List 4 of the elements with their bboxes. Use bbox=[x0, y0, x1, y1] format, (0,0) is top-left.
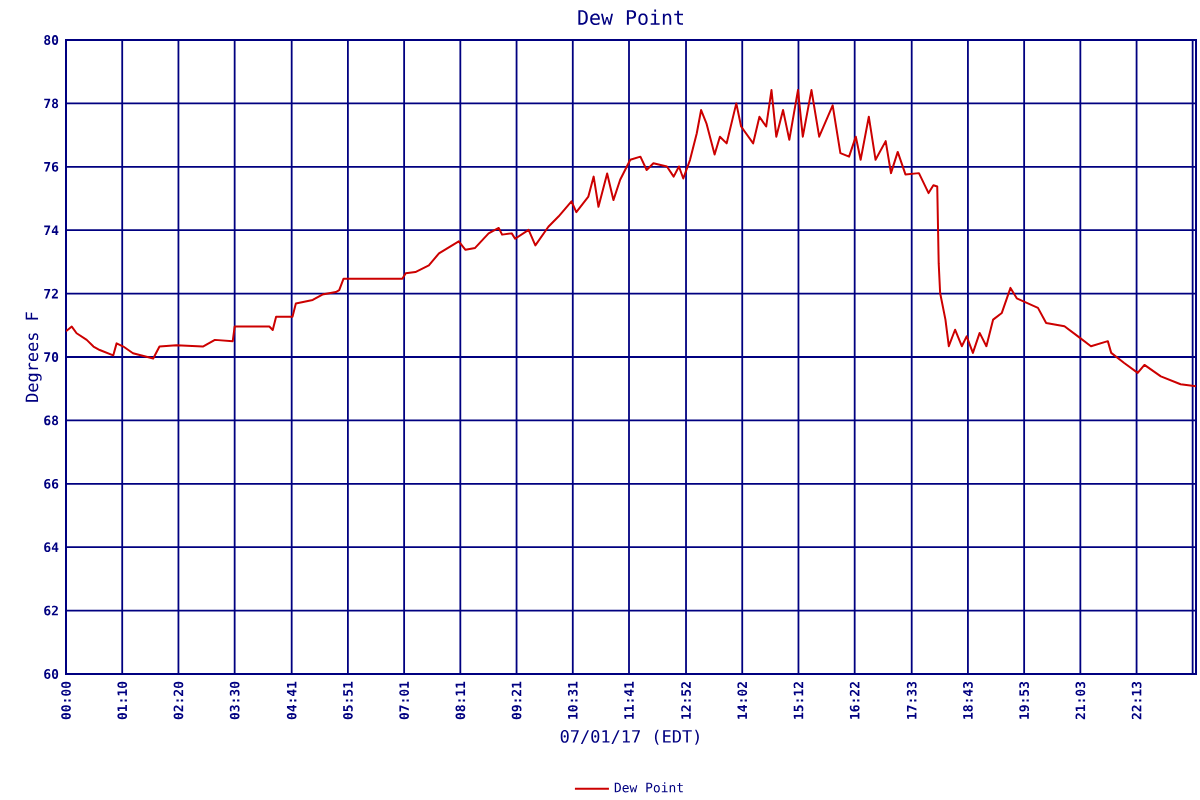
y-axis-title: Degrees F bbox=[25, 312, 42, 402]
line-series bbox=[66, 89, 1197, 388]
chart-title: Dew Point bbox=[578, 9, 684, 25]
x-axis-title: 07/01/17 (EDT) bbox=[560, 729, 699, 745]
